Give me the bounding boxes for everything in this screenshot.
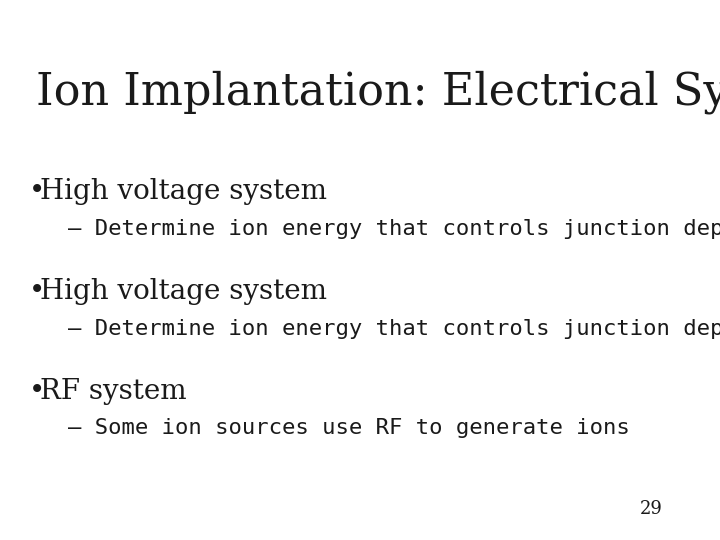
Text: – Determine ion energy that controls junction depth: – Determine ion energy that controls jun…	[68, 319, 720, 339]
Text: RF system: RF system	[40, 378, 186, 405]
Text: 29: 29	[639, 501, 662, 518]
Text: High voltage system: High voltage system	[40, 278, 327, 305]
Text: – Determine ion energy that controls junction depth: – Determine ion energy that controls jun…	[68, 219, 720, 239]
Text: Ion Implantation: Electrical System: Ion Implantation: Electrical System	[36, 70, 720, 114]
Text: High voltage system: High voltage system	[40, 178, 327, 205]
Text: – Some ion sources use RF to generate ions: – Some ion sources use RF to generate io…	[68, 418, 630, 438]
Text: •: •	[29, 378, 45, 405]
Text: •: •	[29, 178, 45, 205]
Text: •: •	[29, 278, 45, 305]
